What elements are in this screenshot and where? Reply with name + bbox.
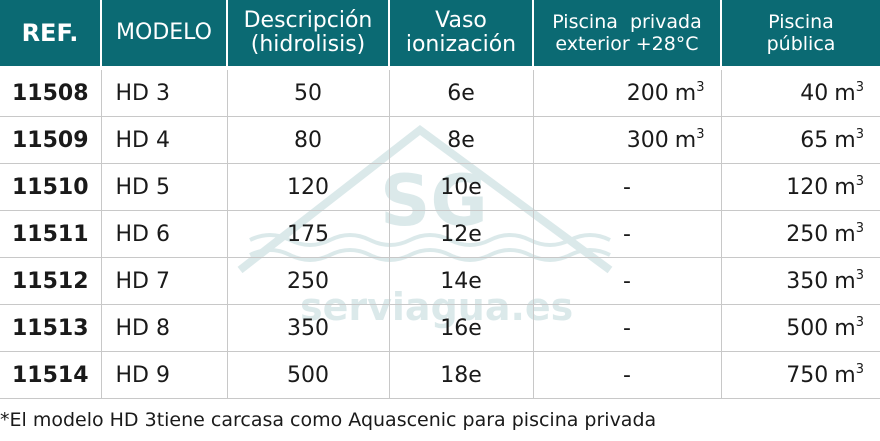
cell-vaso: 8e xyxy=(389,116,534,164)
table-row: 11512 HD 7 250 14e -350 m3 xyxy=(0,257,880,305)
cell-modelo: HD 7 xyxy=(101,257,228,305)
header-descripcion: Descripción (hidrolisis) xyxy=(227,0,390,66)
cell-piscina-publica: 500 m3 xyxy=(721,304,880,352)
cell-modelo: HD 5 xyxy=(101,163,228,211)
table-row: 11509 HD 4 80 8e 300 m3 65 m3 xyxy=(0,116,880,164)
cell-descripcion: 120 xyxy=(227,163,390,211)
cell-vaso: 12e xyxy=(389,210,534,258)
product-table: REF. MODELO Descripción (hidrolisis) Vaso… xyxy=(0,0,880,399)
cell-piscina-publica: 120 m3 xyxy=(721,163,880,211)
cell-vaso: 14e xyxy=(389,257,534,305)
cell-modelo: HD 6 xyxy=(101,210,228,258)
cell-ref: 11509 xyxy=(0,116,102,164)
header-row: REF. MODELO Descripción (hidrolisis) Vaso… xyxy=(0,0,880,66)
header-piscina-publica: Piscina pública xyxy=(721,0,880,66)
cell-piscina-privada: - xyxy=(533,163,722,211)
header-vaso: Vaso ionización xyxy=(389,0,534,66)
cell-vaso: 10e xyxy=(389,163,534,211)
cell-modelo: HD 8 xyxy=(101,304,228,352)
cell-piscina-publica: 750 m3 xyxy=(721,351,880,399)
cell-ref: 11512 xyxy=(0,257,102,305)
cell-piscina-privada: - xyxy=(533,304,722,352)
cell-ref: 11513 xyxy=(0,304,102,352)
cell-piscina-publica: 40 m3 xyxy=(721,70,880,117)
cell-descripcion: 175 xyxy=(227,210,390,258)
header-ref: REF. xyxy=(0,0,102,66)
table-row: 11514 HD 9 500 18e -750 m3 xyxy=(0,351,880,399)
cell-descripcion: 50 xyxy=(227,70,390,117)
cell-piscina-privada: 300 m3 xyxy=(533,116,722,164)
cell-descripcion: 500 xyxy=(227,351,390,399)
header-piscina-privada: Piscina privada exterior +28°C xyxy=(533,0,722,66)
cell-piscina-publica: 350 m3 xyxy=(721,257,880,305)
cell-descripcion: 250 xyxy=(227,257,390,305)
cell-piscina-privada: - xyxy=(533,210,722,258)
cell-modelo: HD 4 xyxy=(101,116,228,164)
cell-vaso: 18e xyxy=(389,351,534,399)
table-row: 11513 HD 8 350 16e -500 m3 xyxy=(0,304,880,352)
cell-piscina-privada: - xyxy=(533,257,722,305)
cell-piscina-publica: 250 m3 xyxy=(721,210,880,258)
cell-piscina-privada: 200 m3 xyxy=(533,70,722,117)
cell-piscina-publica: 65 m3 xyxy=(721,116,880,164)
cell-descripcion: 350 xyxy=(227,304,390,352)
cell-modelo: HD 9 xyxy=(101,351,228,399)
cell-ref: 11510 xyxy=(0,163,102,211)
cell-vaso: 16e xyxy=(389,304,534,352)
table-row: 11508 HD 3 50 6e 200 m3 40 m3 xyxy=(0,70,880,117)
table-row: 11510 HD 5 120 10e -120 m3 xyxy=(0,163,880,211)
cell-piscina-privada: - xyxy=(533,351,722,399)
footnote: *El modelo HD 3tiene carcasa como Aquasc… xyxy=(0,409,657,431)
cell-modelo: HD 3 xyxy=(101,70,228,117)
cell-ref: 11514 xyxy=(0,351,102,399)
table-row: 11511 HD 6 175 12e -250 m3 xyxy=(0,210,880,258)
cell-descripcion: 80 xyxy=(227,116,390,164)
header-modelo: MODELO xyxy=(101,0,228,66)
cell-ref: 11508 xyxy=(0,70,102,117)
cell-vaso: 6e xyxy=(389,70,534,117)
cell-ref: 11511 xyxy=(0,210,102,258)
